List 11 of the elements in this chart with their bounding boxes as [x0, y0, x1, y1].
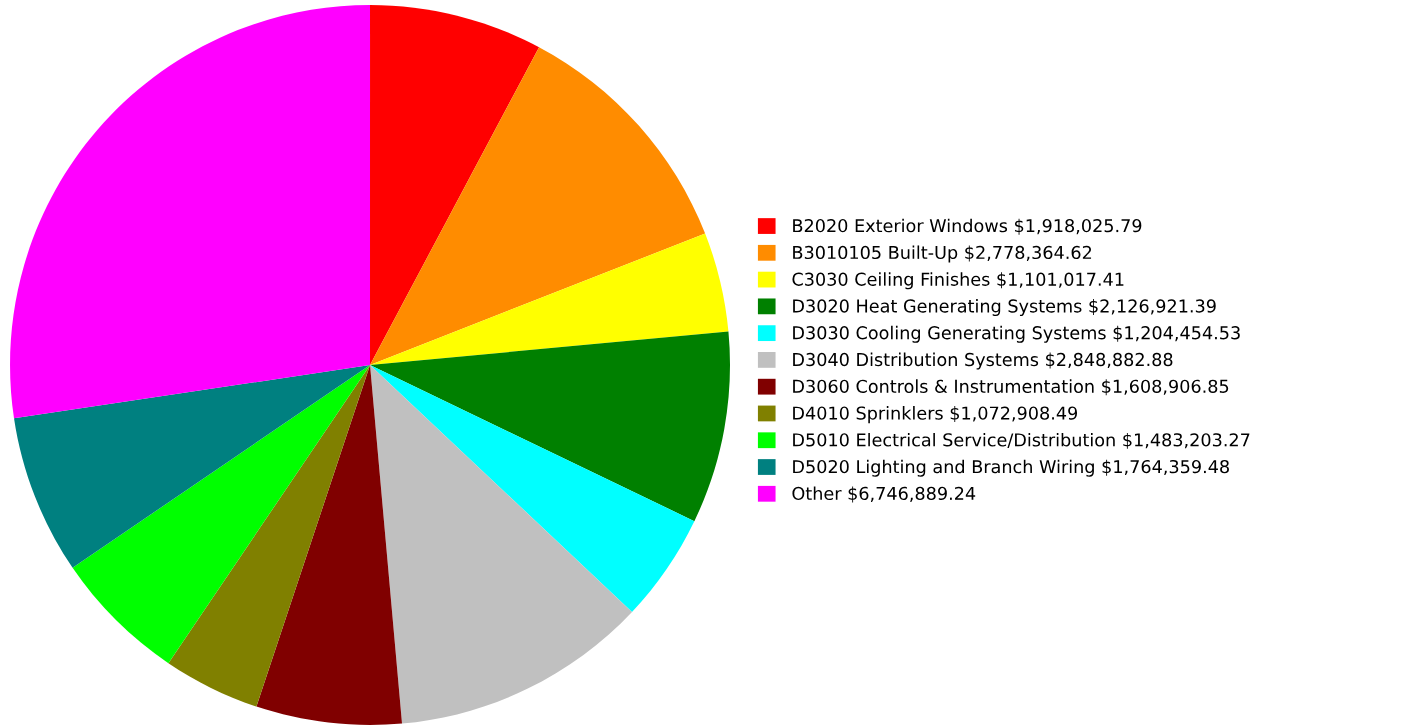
legend-label: D3020 Heat Generating Systems $2,126,921.39	[793, 299, 1216, 317]
legend-label: D5010 Electrical Service/Distribution $1,483,203.27	[793, 432, 1250, 449]
legend-label: D3060 Controls & Instrumentation $1,608,906.85	[793, 379, 1229, 396]
legend-label: B2020 Exterior Windows $1,918,025.79	[793, 218, 1142, 235]
legend-label: D5020 Lighting and Branch Wiring $1,764,359.48	[793, 459, 1229, 477]
legend-label: Other $6,746,889.24	[792, 486, 976, 503]
legend-label: D3030 Cooling Generating Systems $1,204,454.53	[793, 325, 1240, 343]
legend-label: B3010105 Built-Up $2,778,364.62	[793, 245, 1092, 263]
legend-label: D4010 Sprinklers $1,072,908.49	[793, 406, 1078, 424]
legend-label: D3040 Distribution Systems $2,848,882.88	[793, 352, 1173, 370]
legend-label: C3030 Ceiling Finishes $1,101,017.41	[792, 272, 1124, 290]
